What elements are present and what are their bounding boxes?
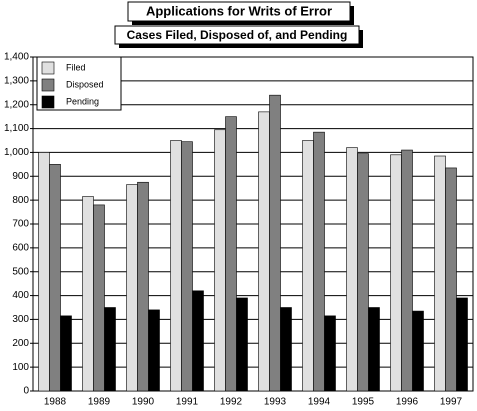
x-tick-label: 1989 [88,397,111,408]
bar [346,147,358,392]
y-tick-label: 500 [12,266,29,277]
x-tick-label: 1996 [396,397,419,408]
y-tick-label: 400 [12,290,29,301]
y-tick-label: 1,400 [4,52,29,63]
bar [137,181,149,392]
bar [214,129,226,392]
bar [258,111,270,392]
y-tick-label: 1,300 [4,75,29,86]
bar [126,184,138,392]
legend-swatch [41,61,55,75]
bar [456,297,468,392]
bar [49,164,61,392]
bar [324,315,336,392]
legend-swatch [41,78,55,92]
bar [192,290,204,392]
bar [313,131,325,392]
bar [302,140,314,392]
bar [269,94,281,392]
x-tick-label: 1991 [176,397,199,408]
bar [181,141,193,392]
bar [280,307,292,392]
bar [93,204,105,392]
bar [148,309,160,392]
bar [104,307,116,392]
legend-swatch [41,95,55,109]
bar [236,297,248,392]
bar [401,149,413,392]
bar [390,154,402,392]
bar [368,307,380,392]
bar [412,310,424,392]
chart-subtitle: Cases Filed, Disposed of, and Pending [127,28,348,42]
x-tick-label: 1992 [220,397,243,408]
bar [445,167,457,392]
y-tick-label: 900 [12,171,29,182]
y-tick-label: 1,000 [4,147,29,158]
y-tick-label: 200 [12,338,29,349]
x-tick-label: 1988 [44,397,67,408]
x-tick-label: 1993 [264,397,287,408]
y-tick-label: 700 [12,219,29,230]
x-tick-label: 1990 [132,397,155,408]
bar [225,116,237,392]
bar [357,153,369,392]
subtitle-box [114,25,360,45]
bar [38,152,50,392]
legend-label: Pending [66,96,99,106]
bar [82,196,94,392]
x-tick-label: 1997 [440,397,463,408]
chart-title: Applications for Writs of Error [146,3,332,18]
y-tick-label: 300 [12,314,29,325]
bar [170,140,182,392]
bar [434,155,446,392]
x-tick-label: 1995 [352,397,375,408]
title-box [127,1,351,22]
bar [60,315,72,392]
y-tick-label: 1,100 [4,123,29,134]
y-tick-label: 1,200 [4,99,29,110]
y-tick-label: 0 [23,386,29,397]
legend-label: Disposed [66,79,104,89]
y-tick-label: 100 [12,362,29,373]
x-tick-label: 1994 [308,397,331,408]
y-tick-label: 800 [12,195,29,206]
legend-label: Filed [66,62,86,72]
y-tick-label: 600 [12,242,29,253]
